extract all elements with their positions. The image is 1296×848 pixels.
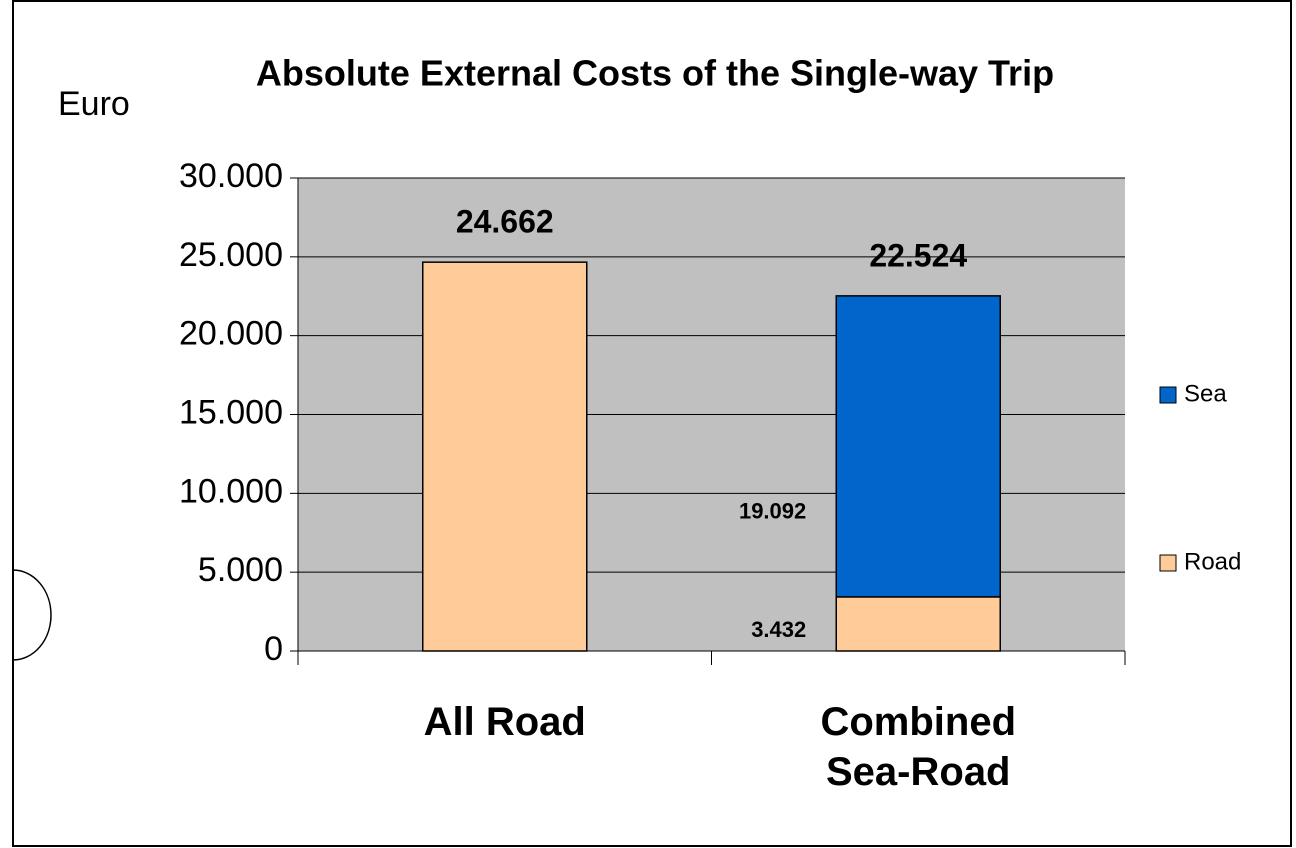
x-tick-label-box: Combined Sea-Road <box>820 700 1017 794</box>
x-tick-label-box: All Road <box>423 700 586 744</box>
bar-segment <box>835 596 1001 652</box>
decoration <box>12 569 52 661</box>
chart-title: Absolute External Costs of the Single-wa… <box>256 53 1054 94</box>
total-label: 24.662 <box>456 204 554 240</box>
y-tick-label: 15.000 <box>179 393 283 431</box>
bar-segment <box>835 295 1001 598</box>
y-tick-label: 0 <box>264 630 283 668</box>
y-tick-label: 25.000 <box>179 236 283 274</box>
legend-label: Sea <box>1184 380 1227 407</box>
bar-segment <box>422 261 588 652</box>
x-tick-label: Combined Sea-Road <box>820 700 1017 794</box>
legend-swatch <box>1159 386 1177 404</box>
y-tick-label: 30.000 <box>179 157 283 195</box>
total-label: 22.524 <box>869 237 967 273</box>
y-tick-label: 5.000 <box>198 551 283 589</box>
chart-frame <box>12 0 1292 847</box>
y-axis-label: Euro <box>58 85 130 123</box>
data-label: 19.092 <box>739 499 806 524</box>
x-tick-label: All Road <box>423 700 586 744</box>
y-tick-label: 10.000 <box>179 472 283 510</box>
y-tick-label: 20.000 <box>179 315 283 353</box>
data-label: 3.432 <box>751 617 806 642</box>
legend-label: Road <box>1184 548 1241 575</box>
legend-swatch <box>1159 554 1177 572</box>
